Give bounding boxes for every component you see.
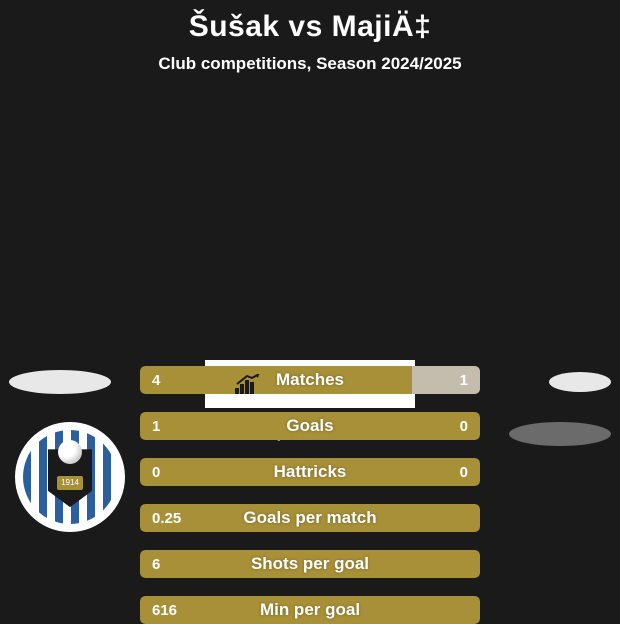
stat-row: 616Min per goal bbox=[140, 596, 480, 624]
player-right-photo-placeholder bbox=[549, 372, 611, 392]
stat-label: Min per goal bbox=[140, 596, 480, 624]
stat-row: 6Shots per goal bbox=[140, 550, 480, 578]
stat-label: Hattricks bbox=[140, 458, 480, 486]
stat-row: 41Matches bbox=[140, 366, 480, 394]
stat-label: Goals bbox=[140, 412, 480, 440]
stat-row: 00Hattricks bbox=[140, 458, 480, 486]
stat-row: 10Goals bbox=[140, 412, 480, 440]
stat-label: Matches bbox=[140, 366, 480, 394]
stat-row: 0.25Goals per match bbox=[140, 504, 480, 532]
page-title: Šušak vs MajiÄ‡ bbox=[0, 10, 620, 44]
brand-logo-icon bbox=[235, 374, 263, 394]
page-subtitle: Club competitions, Season 2024/2025 bbox=[0, 54, 620, 74]
stat-label: Goals per match bbox=[140, 504, 480, 532]
player-right-club-placeholder bbox=[509, 422, 611, 446]
player-left-photo-placeholder bbox=[9, 370, 111, 394]
main-content: 1914 41Matches10Goals00Hattricks0.25Goal… bbox=[0, 360, 620, 442]
player-left-club-logo: 1914 bbox=[15, 422, 125, 532]
stats-bars: 41Matches 10Goals 00Hattricks 0.25Goals per… bbox=[140, 366, 480, 624]
stat-label: Shots per goal bbox=[140, 550, 480, 578]
crest-year: 1914 bbox=[57, 476, 83, 490]
crest-ball-icon bbox=[58, 440, 82, 464]
